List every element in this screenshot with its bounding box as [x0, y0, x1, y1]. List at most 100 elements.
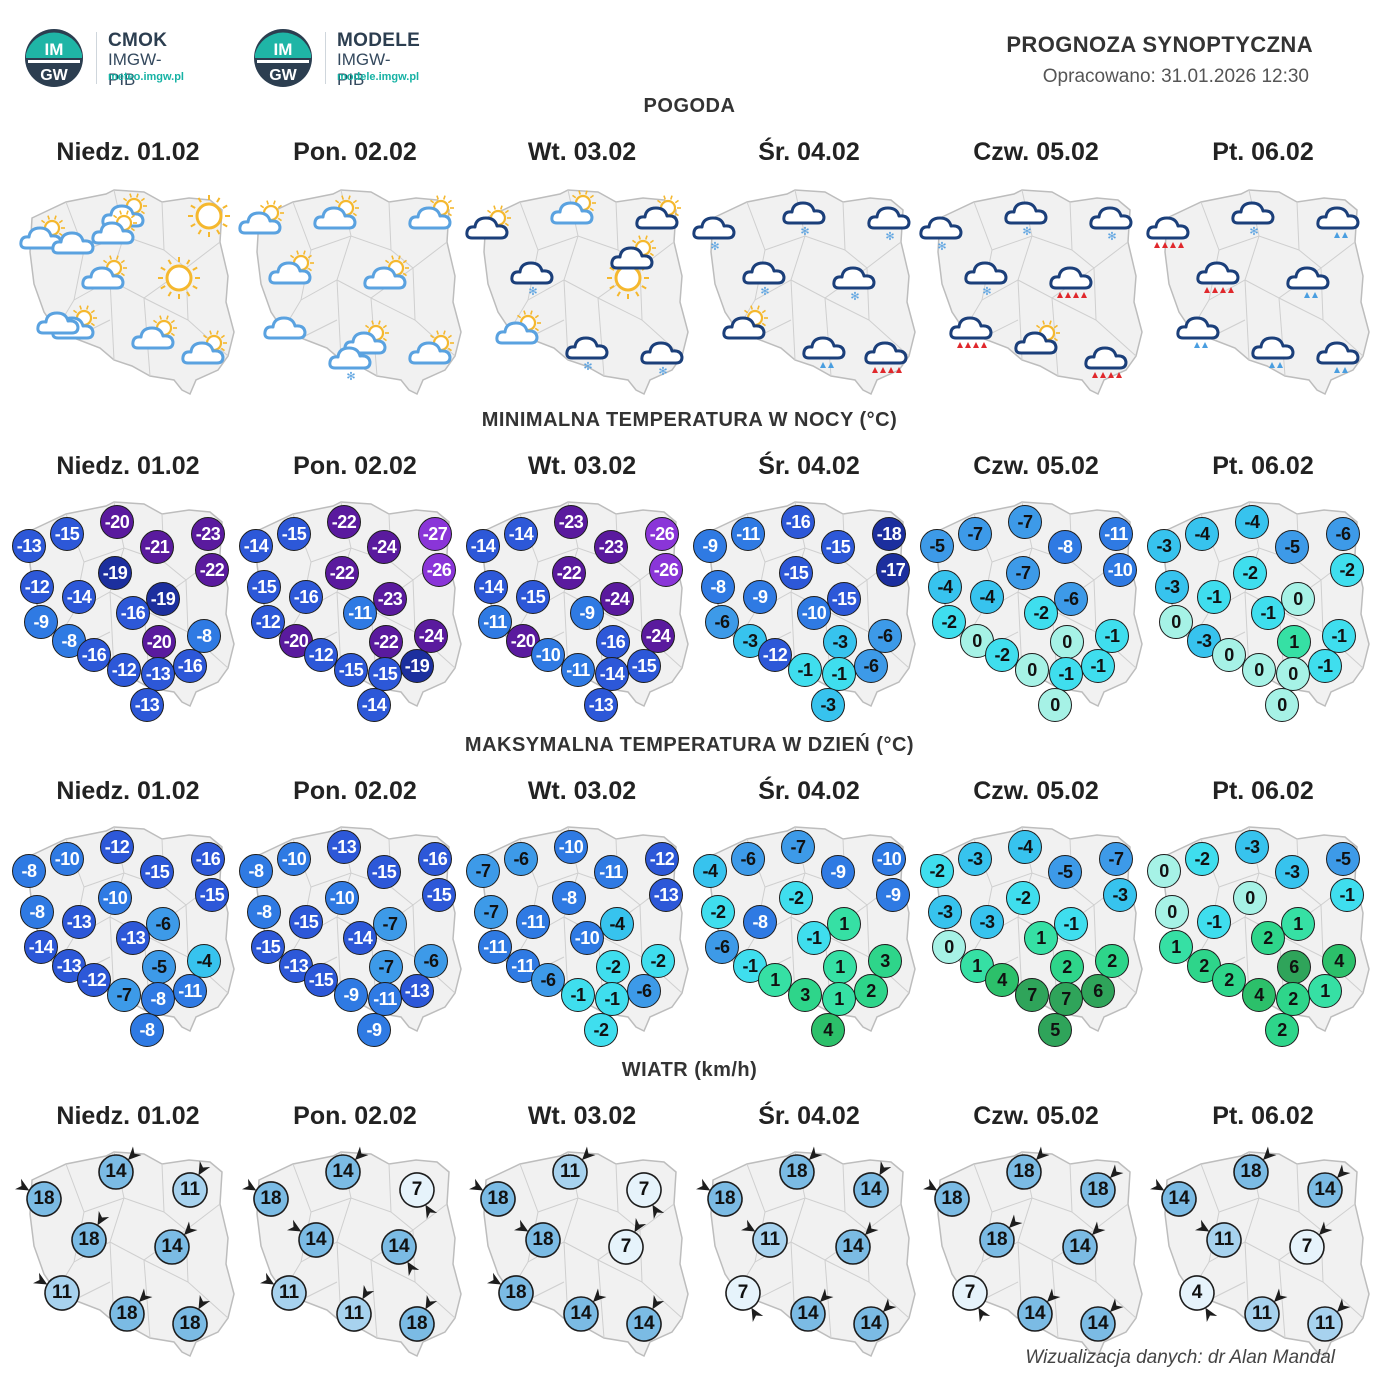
map-wind-day-4[interactable]: 18 18 14 11 14 7 14 14 [695, 1136, 923, 1372]
section-title-tmax: MAKSYMALNA TEMPERATURA W DZIEŃ (°C) [464, 734, 915, 756]
wind-arrow-icon [71, 1211, 110, 1258]
temp-marker: 0 [1242, 653, 1276, 687]
temp-marker: -10 [554, 830, 588, 864]
map-tmax-day-4[interactable]: -4 -6 -7 -9 -10 -9 -2 -8 -2 -6 1 -1 -1 3 1 1 3 1 2 4 [693, 811, 923, 1047]
cloud-dark-sun-icon [634, 194, 682, 247]
wind-arrow-icon [399, 1172, 438, 1219]
wind-marker: 18 [487, 1272, 534, 1311]
wind-arrow-icon [853, 1161, 892, 1208]
temp-marker: -12 [251, 605, 285, 639]
voivodeship-border [73, 267, 187, 301]
wind-marker: 18 [514, 1219, 561, 1258]
voivodeship-border [639, 904, 643, 958]
temp-marker: -26 [645, 517, 679, 551]
wind-marker: 14 [1307, 1164, 1351, 1208]
temp-marker: -15 [251, 930, 285, 964]
map-weather-day-4[interactable]: ✻ ✻ ✻ ✻ ✻ [692, 174, 923, 410]
temp-marker: 7 [1049, 982, 1083, 1016]
temp-marker: -15 [422, 878, 456, 912]
temp-marker: -8 [141, 982, 175, 1016]
map-tmin-day-3[interactable]: -14 -14 -23 -23 -26 -26 -14 -15 -22 -11 -24 -9 -20 -2… [466, 486, 696, 722]
temp-marker: -23 [594, 530, 628, 564]
temp-marker: 0 [1038, 688, 1072, 722]
temp-marker: -13 [141, 657, 175, 691]
temp-marker: 0 [932, 930, 966, 964]
wind-marker: 18 [469, 1178, 516, 1217]
temp-marker: -13 [584, 688, 618, 722]
voivodeship-border [412, 904, 416, 958]
map-wind-day-1[interactable]: 18 14 11 18 14 11 18 18 [14, 1136, 242, 1372]
voivodeship-border [412, 267, 416, 321]
cloud-sun-icon [18, 214, 66, 267]
map-tmax-day-2[interactable]: -8 -10 -13 -15 -16 -15 -8 -15 -10 -15 -7 -14 -13 -6 -1… [239, 811, 469, 1047]
temp-marker: -6 [531, 963, 565, 997]
temp-marker: 1 [823, 950, 857, 984]
map-tmax-day-3[interactable]: -7 -6 -10 -11 -12 -13 -7 -11 -8 -11 -4 -10 -11 -2 -6 -2… [466, 811, 696, 1047]
map-wind-day-2[interactable]: 18 14 7 14 14 11 11 18 [241, 1136, 469, 1372]
temp-marker: -6 [1326, 517, 1360, 551]
wind-marker: 18 [172, 1295, 211, 1342]
wind-value: 7 [411, 1179, 423, 1200]
temp-marker: -3 [823, 625, 857, 659]
map-weather-day-3[interactable]: ✻ ✻ ✻ [465, 174, 696, 410]
day-label-weather: Śr. 04.02 [758, 138, 860, 166]
map-tmin-day-5[interactable]: -5 -7 -7 -8 -11 -10 -4 -4 -7 -2 -6 -2 0 -1 -2 0 0 -1 -1 0 [920, 486, 1150, 722]
temp-marker: -11 [343, 596, 377, 630]
wind-arrow-icon [1233, 1146, 1277, 1190]
temp-marker: -21 [140, 530, 174, 564]
wind-arrow-icon [172, 1161, 211, 1208]
logo-url[interactable]: modele.imgw.pl [337, 71, 420, 83]
voivodeship-border [981, 1281, 1019, 1301]
svg-text:✻: ✻ [583, 361, 592, 372]
wind-marker: 14 [287, 1219, 334, 1258]
svg-text:✻: ✻ [1022, 226, 1031, 237]
map-weather-day-1[interactable] [14, 174, 242, 410]
temp-marker: -4 [600, 907, 634, 941]
voivodeship-border [300, 319, 338, 339]
wind-marker: 18 [1233, 1146, 1277, 1190]
map-tmax-day-5[interactable]: -2 -3 -4 -5 -7 -3 -3 -3 -2 0 -1 1 1 2 4 2 7 7 6 5 [920, 811, 1150, 1047]
temp-marker: -22 [325, 556, 359, 590]
map-tmax-day-6[interactable]: 0 -2 -3 -3 -5 -1 0 -1 0 1 1 2 2 4 2 6 4 2 1 2 [1147, 811, 1377, 1047]
voivodeship-border [1051, 297, 1059, 377]
wind-marker: 18 [109, 1288, 153, 1332]
temp-marker: 0 [1155, 895, 1189, 929]
temp-marker: -12 [758, 638, 792, 672]
cloud-dark-snow-icon: ✻ [691, 204, 739, 257]
map-weather-day-6[interactable]: ✻ [1146, 174, 1377, 410]
voivodeship-border [370, 1259, 378, 1339]
day-label-tmax: Wt. 03.02 [527, 777, 637, 805]
cloud-dark-rain-red-icon [1195, 249, 1243, 302]
day-label-tmin: Śr. 04.02 [758, 452, 860, 480]
day-label-tmin: Czw. 05.02 [973, 452, 1099, 480]
temp-marker: -5 [142, 950, 176, 984]
map-wind-day-6[interactable]: 14 18 14 11 7 4 11 11 [1149, 1136, 1377, 1372]
map-weather-day-5[interactable]: ✻ ✻ ✻ ✻ [919, 174, 1150, 410]
map-tmax-day-1[interactable]: -8 -10 -12 -15 -16 -15 -8 -13 -10 -14 -6 -13 -13 -4 -1… [12, 811, 242, 1047]
wind-value: 18 [179, 1313, 201, 1334]
map-wind-day-5[interactable]: 18 18 18 18 14 7 14 14 [922, 1136, 1150, 1372]
temp-marker: -9 [876, 878, 910, 912]
temp-marker: -12 [107, 653, 141, 687]
temp-marker: -15 [367, 855, 401, 889]
voivodeship-border [537, 235, 619, 251]
temp-marker: -14 [343, 921, 377, 955]
wind-value: 14 [388, 1236, 410, 1257]
logo-badge-top: IM [274, 40, 293, 59]
wind-value: 14 [305, 1229, 327, 1250]
wind-arrow-icon [172, 1295, 211, 1342]
map-tmin-day-1[interactable]: -13 -15 -20 -21 -23 -22 -12 -14 -19 -9 -19 -16 -8 -8-… [12, 486, 242, 722]
map-tmin-day-6[interactable]: -3 -4 -4 -5 -6 -2 -3 -1 -2 0 0 -1 -3 -1 0 1 0 0 -1 0 [1147, 486, 1377, 722]
temp-marker: -8 [187, 619, 221, 653]
map-wind-day-3[interactable]: 18 11 7 18 7 18 14 14 [468, 1136, 696, 1372]
map-tmin-day-2[interactable]: -14 -15 -22 -24 -27 -26 -15 -16 -22 -12 -23 -11 -20-… [239, 486, 469, 722]
wind-arrow-icon [923, 1178, 970, 1217]
wind-value: 11 [1314, 1313, 1336, 1334]
temp-marker: -20 [279, 624, 313, 658]
map-weather-day-2[interactable]: ✻ [238, 174, 469, 410]
logo-url[interactable]: meteo.imgw.pl [108, 71, 184, 83]
wind-value: 14 [633, 1313, 655, 1334]
temp-marker: -22 [369, 625, 403, 659]
map-tmin-day-4[interactable]: -9 -11 -16 -15 -18 -17 -8 -9 -15 -6 -15 -10 -3 -6 -12-… [693, 486, 923, 722]
voivodeship-border [300, 1281, 338, 1301]
